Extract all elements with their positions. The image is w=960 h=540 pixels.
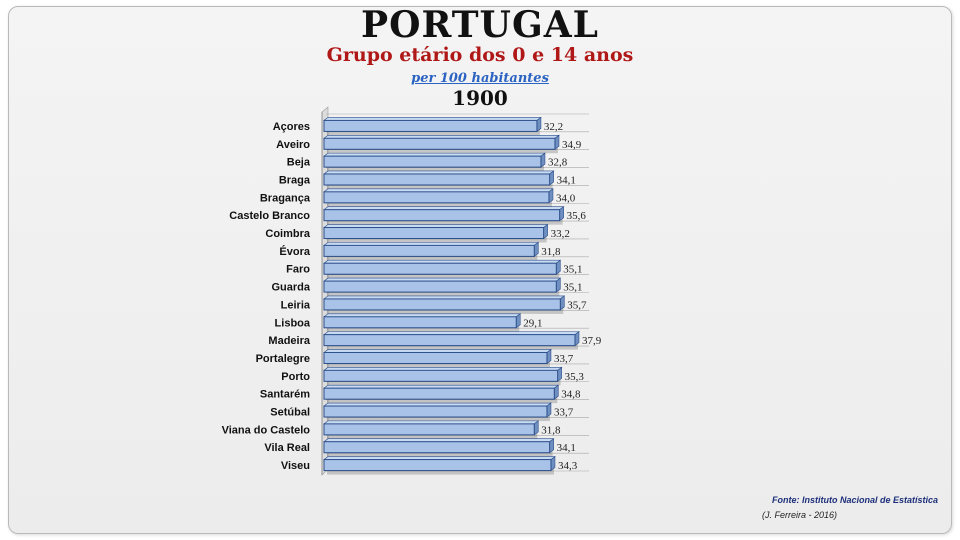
bar: [323, 387, 555, 400]
year-label: 1900: [452, 86, 508, 110]
data-label: 34,0: [556, 192, 576, 204]
category-label: Portalegre: [256, 353, 310, 365]
category-label: Braga: [279, 174, 311, 186]
category-label: Lisboa: [275, 317, 311, 329]
bar: [323, 191, 550, 204]
page-title: PORTUGAL: [361, 4, 599, 46]
source-note: Fonte: Instituto Nacional de Estatística: [771, 495, 938, 505]
category-label: Bragança: [260, 192, 311, 204]
data-label: 32,2: [544, 121, 563, 133]
bar: [323, 227, 545, 240]
bar: [323, 137, 556, 150]
bar: [323, 298, 561, 311]
category-label: Beja: [287, 157, 311, 169]
data-label: 35,1: [563, 264, 582, 276]
bar: [323, 316, 517, 329]
data-label: 34,9: [562, 139, 582, 151]
bar: [323, 459, 552, 472]
data-label: 33,2: [551, 228, 570, 240]
category-label: Setúbal: [270, 407, 310, 419]
bar: [323, 423, 535, 436]
data-label: 37,9: [582, 335, 602, 347]
category-label: Aveiro: [276, 139, 310, 151]
data-label: 35,6: [567, 210, 587, 222]
data-label: 35,1: [563, 282, 582, 294]
bar: [323, 155, 542, 168]
bar: [323, 405, 548, 418]
bar: [323, 441, 551, 454]
category-label: Coimbra: [265, 228, 311, 240]
data-label: 29,1: [523, 317, 542, 329]
category-label: Guarda: [271, 282, 310, 294]
chart-subtitle: Grupo etário dos 0 e 14 anos: [326, 44, 634, 66]
author-note: (J. Ferreira - 2016): [762, 510, 838, 520]
data-label: 31,8: [541, 246, 561, 258]
category-label: Leiria: [281, 299, 311, 311]
category-label: Porto: [281, 371, 310, 383]
category-label: Vila Real: [264, 442, 310, 454]
data-label: 35,7: [567, 299, 587, 311]
category-label: Viana do Castelo: [222, 424, 311, 436]
category-label: Faro: [286, 264, 310, 276]
category-label: Évora: [279, 245, 310, 258]
bar: [323, 351, 548, 364]
bar: [323, 119, 538, 132]
bar: [323, 334, 576, 347]
data-label: 35,3: [565, 371, 585, 383]
category-label: Castelo Branco: [229, 210, 310, 222]
bar: [323, 369, 559, 382]
bar: [323, 173, 551, 186]
category-label: Madeira: [268, 335, 310, 347]
data-label: 34,1: [557, 174, 576, 186]
bar: [323, 262, 557, 275]
data-label: 33,7: [554, 407, 574, 419]
category-label: Açores: [273, 121, 310, 133]
bar: [323, 244, 535, 257]
data-label: 34,8: [561, 389, 581, 401]
bar: [323, 280, 557, 293]
data-label: 32,8: [548, 157, 568, 169]
data-label: 34,3: [558, 460, 578, 472]
data-label: 34,1: [557, 442, 576, 454]
bar: [323, 209, 561, 222]
unit-label: per 100 habitantes: [411, 71, 549, 86]
data-label: 31,8: [541, 424, 561, 436]
category-label: Santarém: [260, 389, 310, 401]
data-label: 33,7: [554, 353, 574, 365]
category-label: Viseu: [281, 460, 310, 472]
